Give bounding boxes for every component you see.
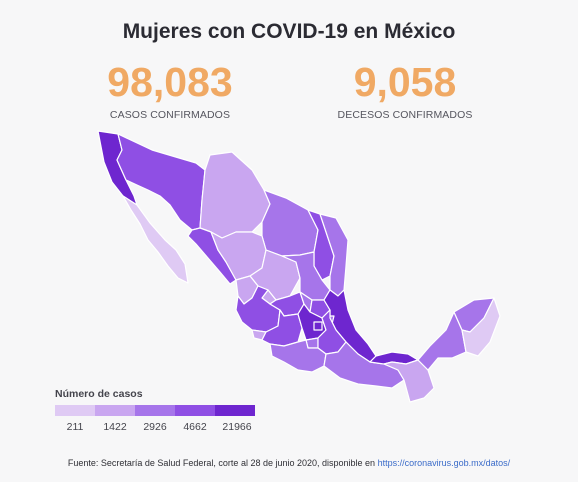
source-text: Fuente: Secretaría de Salud Federal, cor… [67, 458, 378, 468]
deaths-value: 9,058 [353, 59, 457, 105]
legend-swatch [175, 405, 215, 416]
source-note: Fuente: Secretaría de Salud Federal, cor… [0, 458, 578, 468]
state-baja-california-sur[interactable] [122, 195, 189, 284]
state-coahuila[interactable] [261, 189, 319, 257]
legend-tick: 4662 [183, 421, 207, 433]
legend-swatch [135, 405, 175, 416]
state-sinaloa[interactable] [187, 227, 237, 285]
legend-color-bar [55, 405, 255, 416]
state-quintana-roo[interactable] [461, 297, 501, 357]
deaths-stat: 9,058 DECESOS CONFIRMADOS [325, 58, 485, 121]
cases-value: 98,083 [107, 59, 233, 105]
legend-swatch [215, 405, 255, 416]
legend-tick: 2926 [143, 421, 167, 433]
legend-tick: 1422 [103, 421, 127, 433]
legend-title: Número de casos [55, 388, 143, 400]
legend-tick: 21966 [222, 421, 252, 433]
state-chihuahua[interactable] [199, 151, 271, 239]
cases-stat: 98,083 CASOS CONFIRMADOS [90, 58, 250, 121]
source-link[interactable]: https://coronavirus.gob.mx/datos/ [377, 458, 511, 468]
state-chiapas[interactable] [383, 359, 435, 403]
legend-tick: 211 [66, 421, 84, 433]
state-cdmx[interactable] [313, 321, 323, 331]
legend-ticks: 211 1422 2926 4662 21966 [55, 421, 265, 435]
deaths-label: DECESOS CONFIRMADOS [337, 109, 473, 121]
chart-title: Mujeres con COVID-19 en México [122, 20, 456, 43]
legend-swatch [95, 405, 135, 416]
cases-label: CASOS CONFIRMADOS [109, 109, 231, 121]
legend-swatch [55, 405, 95, 416]
state-sonora[interactable] [116, 133, 206, 231]
